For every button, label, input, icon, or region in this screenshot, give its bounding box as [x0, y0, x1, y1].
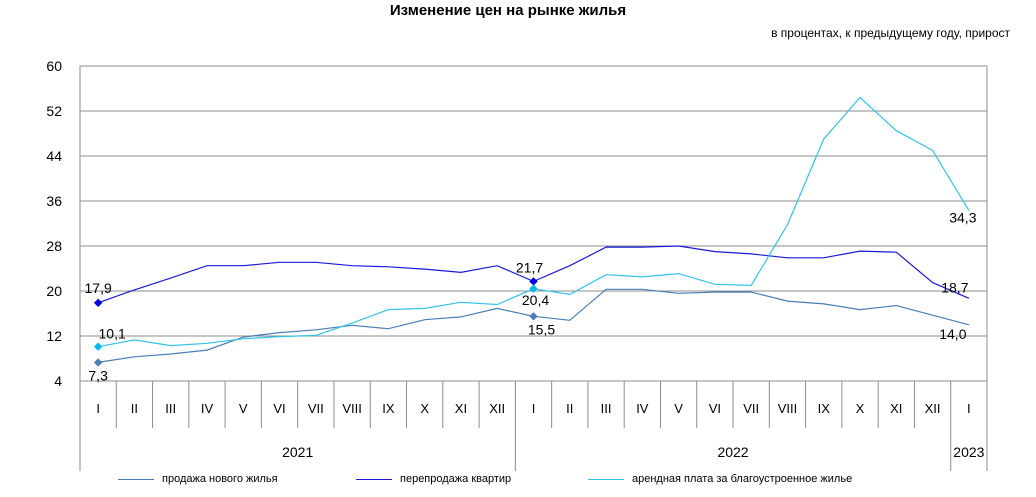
x-tick-label: VII — [743, 401, 759, 416]
x-tick-label: X — [420, 401, 429, 416]
legend-swatch-rent — [588, 478, 624, 480]
y-tick-label: 20 — [46, 283, 62, 299]
x-tick-label: I — [532, 401, 536, 416]
data-label: 17,9 — [85, 280, 112, 296]
data-label: 14,0 — [939, 326, 966, 342]
series-marker — [93, 342, 103, 351]
x-tick-label: II — [131, 401, 138, 416]
x-tick-label: IV — [201, 401, 214, 416]
series-marker — [529, 284, 538, 293]
series-line-2 — [97, 96, 970, 348]
y-tick-label: 60 — [46, 58, 62, 74]
x-tick-label: IX — [818, 401, 831, 416]
series-marker — [529, 277, 538, 286]
legend-swatch-resale — [356, 478, 392, 480]
legend-label-resale: перепродажа квартир — [400, 473, 512, 485]
year-label: 2022 — [717, 444, 748, 460]
data-label: 15,5 — [528, 321, 555, 337]
data-label: 7,3 — [88, 367, 108, 383]
series-marker — [529, 312, 538, 321]
x-tick-label: VI — [709, 401, 721, 416]
legend-item-new-housing: продажа нового жилья — [118, 470, 278, 488]
data-label: 21,7 — [516, 259, 543, 275]
year-label: 2021 — [282, 444, 313, 460]
x-tick-label: XII — [925, 401, 941, 416]
x-tick-label: VII — [308, 401, 324, 416]
y-tick-label: 4 — [54, 373, 62, 389]
legend-swatch-new-housing — [118, 478, 154, 480]
x-tick-label: III — [601, 401, 612, 416]
y-tick-label: 44 — [46, 148, 62, 164]
x-tick-label: VIII — [342, 401, 362, 416]
series-marker — [93, 298, 103, 308]
x-tick-label: I — [96, 401, 100, 416]
data-label: 34,3 — [949, 210, 976, 226]
series-marker — [93, 358, 103, 367]
x-tick-label: XI — [455, 401, 467, 416]
data-label: 20,4 — [522, 292, 549, 308]
legend-label-new-housing: продажа нового жилья — [162, 473, 278, 485]
x-tick-label: VIII — [778, 401, 798, 416]
x-tick-label: XI — [890, 401, 902, 416]
plot-area — [79, 65, 988, 382]
chart-subtitle: в процентах, к предыдущему году, прирост — [771, 26, 1010, 40]
x-tick-label: I — [967, 401, 971, 416]
x-tick-label: IX — [382, 401, 395, 416]
x-tick-label: X — [856, 401, 865, 416]
x-tick-label: IV — [636, 401, 649, 416]
y-tick-label: 28 — [46, 238, 62, 254]
x-tick-label: V — [674, 401, 683, 416]
x-tick-label: VI — [273, 401, 285, 416]
legend-label-rent: арендная плата за благоустроенное жилье — [632, 473, 853, 485]
x-tick-label: III — [165, 401, 176, 416]
year-label: 2023 — [953, 444, 984, 460]
x-tick-label: II — [566, 401, 573, 416]
y-tick-label: 12 — [46, 328, 62, 344]
x-tick-label: XII — [489, 401, 505, 416]
legend-item-resale: перепродажа квартир — [356, 470, 511, 488]
data-label: 18,7 — [941, 279, 968, 295]
legend-item-rent: арендная плата за благоустроенное жилье — [588, 470, 852, 488]
x-tick-label: V — [239, 401, 248, 416]
y-tick-label: 36 — [46, 193, 62, 209]
legend: продажа нового жилья перепродажа квартир… — [0, 470, 1036, 492]
y-tick-label: 52 — [46, 103, 62, 119]
chart-title: Изменение цен на рынке жилья — [389, 2, 627, 19]
data-label: 10,1 — [99, 326, 126, 342]
